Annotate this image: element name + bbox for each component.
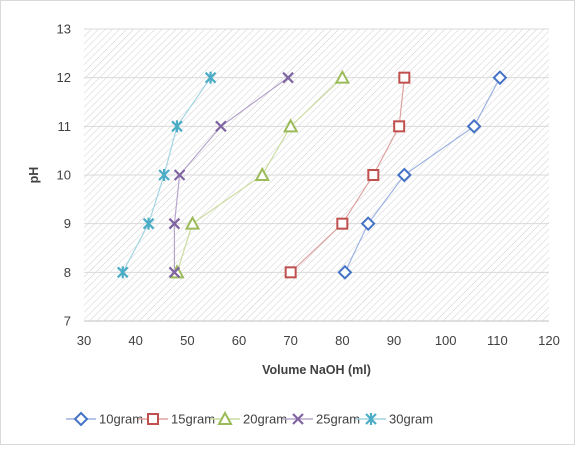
x-tick-label: 50	[180, 333, 194, 348]
x-tick-label: 90	[387, 333, 401, 348]
data-point	[168, 217, 181, 230]
data-point	[492, 70, 508, 86]
series-20gram	[169, 69, 351, 279]
legend-marker	[217, 410, 233, 425]
legend-item-30gram: 30gram	[356, 412, 433, 427]
data-point	[204, 71, 217, 84]
y-tick-label: 10	[57, 168, 71, 183]
data-point	[215, 120, 227, 133]
legend-label: 25gram	[316, 412, 360, 427]
series-15gram	[284, 71, 411, 279]
series-25gram	[168, 71, 294, 279]
series-10gram	[337, 70, 508, 280]
data-point	[254, 166, 270, 181]
x-tick-label: 70	[283, 333, 297, 348]
y-axis-ticks: 7 8 9 10 11 12 13	[57, 22, 71, 329]
x-tick-label: 30	[77, 333, 91, 348]
data-point	[171, 120, 183, 133]
data-point	[396, 167, 412, 183]
data-point	[336, 217, 349, 230]
x-tick-label: 100	[435, 333, 457, 348]
data-point	[398, 71, 411, 84]
data-point	[158, 169, 170, 181]
data-point	[142, 217, 155, 230]
legend-marker	[292, 413, 304, 425]
data-point	[393, 120, 406, 133]
data-point	[466, 118, 482, 134]
legend-marker	[147, 413, 159, 425]
data-point	[360, 216, 376, 232]
legend-item-15gram: 15gram	[138, 412, 215, 427]
legend-marker	[73, 411, 89, 427]
y-axis-title: pH	[27, 167, 41, 184]
x-tick-label: 60	[232, 333, 246, 348]
legend-label: 20gram	[243, 412, 287, 427]
series-layer	[116, 69, 508, 280]
data-point	[282, 71, 294, 84]
x-axis-title: Volume NaOH (ml)	[262, 363, 371, 377]
legend-label: 30gram	[389, 412, 433, 427]
x-tick-label: 40	[128, 333, 142, 348]
legend-item-25gram: 25gram	[283, 412, 360, 427]
x-tick-label: 120	[538, 333, 560, 348]
x-tick-label: 80	[335, 333, 349, 348]
data-point	[173, 169, 186, 181]
y-tick-label: 13	[57, 22, 71, 37]
legend-label: 15gram	[171, 412, 215, 427]
data-point	[334, 69, 351, 84]
legend-label: 10gram	[99, 412, 143, 427]
y-tick-label: 7	[64, 314, 71, 329]
y-tick-label: 8	[64, 265, 71, 280]
data-point	[116, 266, 129, 279]
data-point	[184, 215, 201, 230]
legend-marker	[365, 413, 377, 425]
y-tick-label: 12	[57, 70, 71, 85]
data-point	[282, 118, 299, 133]
legend-item-20gram: 20gram	[210, 410, 287, 427]
data-point	[367, 169, 380, 181]
y-tick-label: 9	[64, 216, 71, 231]
x-tick-label: 110	[487, 333, 508, 348]
data-point	[284, 266, 297, 279]
legend: 10gram 15gram 20gram 25gram 30gram	[66, 410, 433, 427]
data-point	[168, 266, 181, 279]
data-point	[337, 264, 353, 280]
series-30gram	[116, 71, 217, 279]
legend-item-10gram: 10gram	[66, 412, 143, 427]
x-axis-ticks: 30 40 50 60 70 80 90 100 110 120	[77, 333, 560, 348]
y-tick-label: 11	[58, 119, 72, 134]
gridlines	[84, 28, 549, 322]
